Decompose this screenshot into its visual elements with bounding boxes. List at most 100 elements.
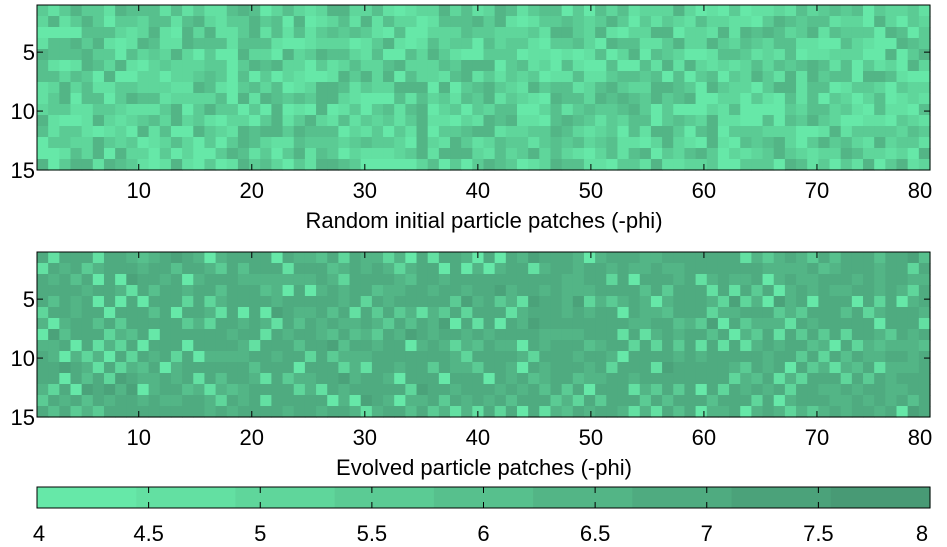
heatmap-cell [394, 38, 406, 50]
heatmap-cell [371, 93, 384, 105]
heatmap-cell [907, 93, 920, 105]
heatmap-cell [304, 126, 317, 138]
heatmap-cell [796, 274, 808, 286]
heatmap-cell [126, 340, 139, 352]
heatmap-cell [461, 38, 473, 50]
heatmap-cell [148, 252, 161, 264]
heatmap-cell [103, 159, 116, 171]
heatmap-cell [148, 27, 161, 39]
heatmap-cell [103, 60, 116, 72]
heatmap-cell [673, 71, 686, 83]
heatmap-cell [784, 115, 797, 127]
heatmap-cell [639, 263, 652, 275]
heatmap-cell [829, 252, 842, 264]
x-tick-label: 40 [466, 178, 490, 203]
heatmap-cell [684, 71, 697, 83]
heatmap-cell [383, 126, 395, 138]
heatmap-cell [48, 395, 60, 407]
heatmap-cell [170, 60, 183, 72]
heatmap-cell [740, 252, 752, 264]
heatmap-cell [472, 71, 485, 83]
heatmap-cell [807, 115, 819, 127]
heatmap-cell [70, 5, 83, 17]
heatmap-cell [92, 38, 105, 50]
heatmap-cell [874, 16, 886, 28]
heatmap-cell [628, 60, 641, 72]
heatmap-cell [461, 60, 473, 72]
heatmap-cell [572, 71, 585, 83]
heatmap-cell [740, 373, 752, 385]
heatmap-cell [304, 373, 317, 385]
heatmap-cell [773, 49, 786, 61]
heatmap-cell [115, 252, 127, 264]
heatmap-cell [684, 159, 697, 171]
heatmap-cell [505, 351, 518, 363]
heatmap-cell [159, 362, 172, 374]
heatmap-cell [204, 49, 217, 61]
heatmap-cell [528, 115, 540, 127]
heatmap-cell [438, 307, 451, 319]
heatmap-cell [349, 148, 362, 160]
heatmap-cell [371, 5, 384, 17]
heatmap-cell [427, 406, 440, 418]
heatmap-cell [595, 373, 607, 385]
heatmap-cell [383, 137, 395, 149]
heatmap-cell [851, 252, 864, 264]
heatmap-cell [851, 49, 864, 61]
heatmap-cell [606, 373, 619, 385]
heatmap-cell [572, 340, 585, 352]
heatmap-cell [918, 49, 931, 61]
heatmap-cell [829, 115, 842, 127]
heatmap-cell [327, 263, 339, 275]
heatmap-cell [427, 38, 440, 50]
heatmap-cell [271, 148, 284, 160]
heatmap-cell [483, 274, 496, 286]
heatmap-cell [81, 351, 94, 363]
heatmap-cell [137, 296, 150, 308]
heatmap-cell [293, 252, 306, 264]
heatmap-cell [773, 60, 786, 72]
heatmap-cell [639, 307, 652, 319]
heatmap-cell [762, 148, 775, 160]
heatmap-cell [103, 82, 116, 94]
heatmap-cell [729, 395, 741, 407]
heatmap-cell [316, 406, 328, 418]
heatmap-cell [249, 93, 261, 105]
heatmap-cell [595, 27, 607, 39]
heatmap-cell [896, 329, 909, 341]
heatmap-cell [818, 38, 831, 50]
heatmap-cell [103, 148, 116, 160]
heatmap-cell [472, 137, 485, 149]
heatmap-cell [784, 126, 797, 138]
heatmap-cell [360, 16, 373, 28]
heatmap-cell [695, 5, 708, 17]
heatmap-cell [327, 318, 339, 330]
heatmap-cell [170, 263, 183, 275]
heatmap-cell [193, 340, 206, 352]
heatmap-cell [639, 27, 652, 39]
heatmap-cell [617, 82, 630, 94]
x-tick-label: 70 [805, 425, 829, 450]
heatmap-cell [304, 351, 317, 363]
heatmap-cell [182, 384, 194, 396]
heatmap-cell [416, 351, 429, 363]
heatmap-cell [896, 395, 909, 407]
heatmap-cell [650, 71, 663, 83]
heatmap-cell [818, 373, 831, 385]
heatmap-cell [349, 115, 362, 127]
heatmap-cell [170, 159, 183, 171]
heatmap-cell [505, 16, 518, 28]
heatmap-cell [237, 406, 250, 418]
heatmap-cell [717, 104, 730, 116]
x-tick-label: 20 [240, 425, 264, 450]
heatmap-cell [829, 126, 842, 138]
heatmap-cell [516, 16, 529, 28]
heatmap-cell [528, 274, 540, 286]
heatmap-cell [528, 318, 540, 330]
heatmap-cell [338, 93, 351, 105]
heatmap-cell [271, 49, 284, 61]
heatmap-cell [751, 395, 764, 407]
heatmap-cell [360, 148, 373, 160]
heatmap-cell [327, 104, 339, 116]
heatmap-cell [885, 384, 898, 396]
